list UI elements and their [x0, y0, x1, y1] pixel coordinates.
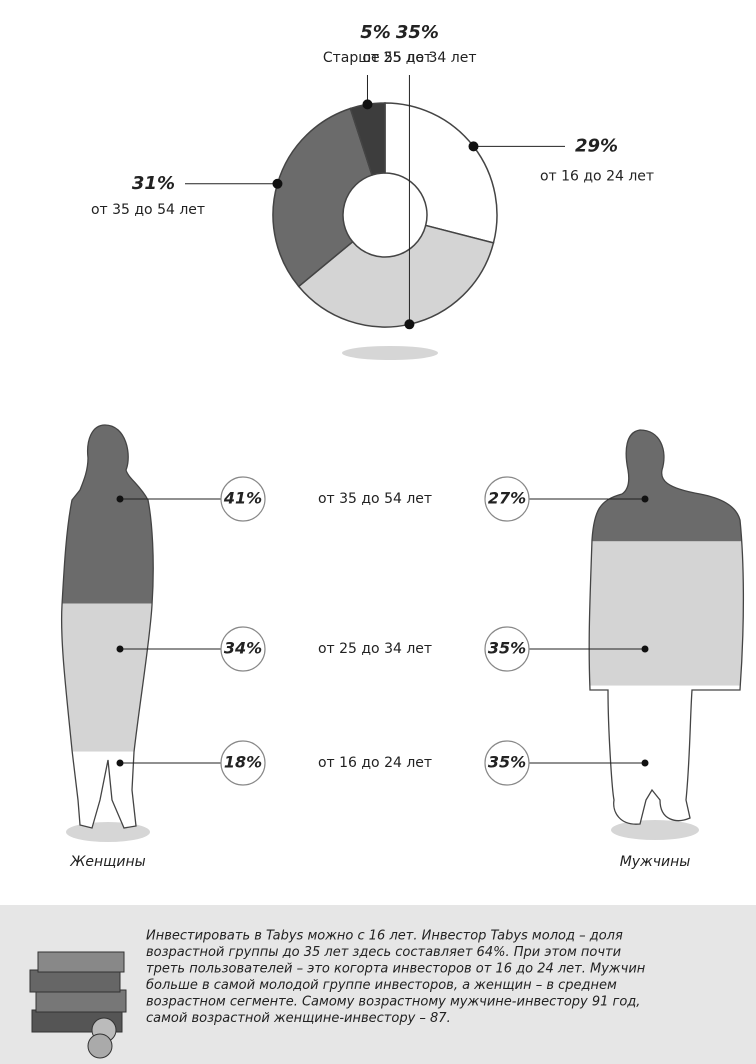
- note-line: больше в самой молодой группе инвесторов…: [146, 978, 617, 993]
- value-label: 34%: [224, 639, 262, 658]
- series-name: Женщины: [69, 854, 145, 870]
- value-label: 35%: [396, 22, 439, 43]
- note-line: треть пользователей – это когорта инвест…: [146, 962, 646, 977]
- value-label: 27%: [488, 489, 526, 508]
- category-label: от 16 до 24 лет: [318, 755, 432, 771]
- category-label: от 35 до 54 лет: [91, 202, 205, 218]
- note-line: Инвестировать в Tabys можно с 16 лет. Ин…: [146, 929, 623, 944]
- page: 29% от 16 до 24 лет 35% от 25 до 34 лет 31% о…: [0, 0, 756, 1064]
- donut-slice: [385, 103, 497, 243]
- note-line: возрастном сегменте. Самому возрастному …: [146, 995, 640, 1010]
- value-label: 41%: [223, 489, 262, 508]
- leader-dot: [642, 760, 649, 767]
- series-name: Мужчины: [620, 854, 691, 870]
- silhouette-band: [580, 541, 750, 685]
- leader-dot: [642, 496, 649, 503]
- silhouette-band: [580, 686, 750, 830]
- leader-dot: [362, 99, 372, 109]
- leader-dot: [642, 646, 649, 653]
- category-label: от 35 до 54 лет: [318, 491, 432, 507]
- note-line: возрастной группы до 35 лет здесь состав…: [146, 945, 621, 960]
- category-label: Старше 55 лет: [323, 50, 432, 66]
- leader-dot: [117, 760, 124, 767]
- value-label: 5%: [360, 22, 391, 43]
- silhouette-band: [55, 425, 160, 604]
- leader-dot: [404, 319, 414, 329]
- category-label: от 16 до 24 лет: [540, 168, 654, 184]
- value-label: 18%: [224, 753, 262, 772]
- silhouette: [55, 425, 160, 830]
- value-label: 35%: [488, 753, 526, 772]
- shadow: [66, 822, 150, 842]
- value-label: 29%: [575, 135, 618, 156]
- leader-dot: [272, 179, 282, 189]
- leader-dot: [117, 496, 124, 503]
- shadow: [611, 820, 699, 840]
- value-label: 31%: [132, 173, 175, 194]
- infographic: 29% от 16 до 24 лет 35% от 25 до 34 лет 31% о…: [0, 0, 756, 1064]
- shadow: [342, 346, 438, 360]
- note-line: самой возрастной женщине-инвестору – 87.: [146, 1011, 451, 1026]
- leader-dot: [468, 141, 478, 151]
- category-label: от 25 до 34 лет: [318, 641, 432, 657]
- leader-dot: [117, 646, 124, 653]
- value-label: 35%: [488, 639, 526, 658]
- silhouette: [580, 430, 750, 830]
- silhouette-band: [580, 430, 750, 541]
